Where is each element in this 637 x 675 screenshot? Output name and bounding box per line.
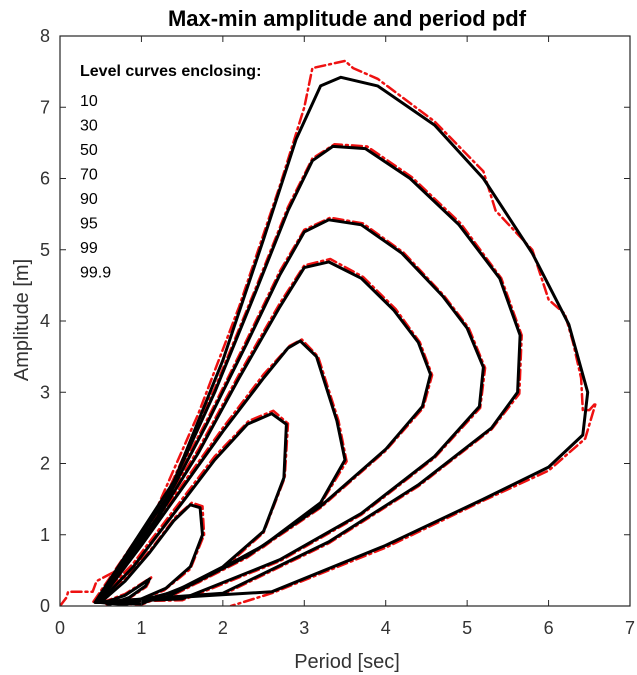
legend-level-95: 95 — [80, 216, 98, 233]
x-axis-label: Period [sec] — [294, 651, 400, 673]
legend-level-70: 70 — [80, 167, 98, 184]
legend-title: Level curves enclosing: — [80, 63, 261, 80]
y-tick-label: 7 — [40, 97, 50, 117]
y-tick-label: 1 — [40, 525, 50, 545]
level-curve-99-9 — [93, 75, 590, 604]
y-axis-label: Amplitude [m] — [11, 259, 33, 381]
y-tick-label: 6 — [40, 169, 50, 189]
level-curve-30 — [99, 503, 204, 604]
legend-level-90: 90 — [80, 191, 98, 208]
chart-title: Max-min amplitude and period pdf — [168, 6, 527, 31]
legend-level-10: 10 — [80, 93, 98, 110]
level-curve-95 — [95, 218, 485, 604]
y-tick-label: 8 — [40, 26, 50, 46]
series-layer — [60, 59, 598, 606]
x-tick-label: 3 — [299, 618, 309, 638]
empirical-curve-70 — [94, 338, 348, 606]
x-tick-label: 2 — [218, 618, 228, 638]
x-tick-label: 1 — [136, 618, 146, 638]
y-tick-label: 3 — [40, 382, 50, 402]
y-tick-label: 2 — [40, 454, 50, 474]
legend-level-99-9: 99.9 — [80, 265, 111, 282]
x-tick-label: 6 — [544, 618, 554, 638]
x-tick-label: 7 — [625, 618, 635, 638]
legend-level-30: 30 — [80, 118, 98, 135]
y-tick-label: 4 — [40, 311, 50, 331]
level-curve-99 — [94, 144, 522, 604]
legend: Level curves enclosing: 10 30 50 70 90 95 99 99… — [80, 63, 261, 282]
x-tick-label: 5 — [462, 618, 472, 638]
x-tick-label: 0 — [55, 618, 65, 638]
y-tick-label: 0 — [40, 596, 50, 616]
x-tick-label: 4 — [381, 618, 391, 638]
y-tick-label: 5 — [40, 240, 50, 260]
level-curve-90 — [96, 260, 432, 604]
legend-level-99: 99 — [80, 240, 98, 257]
legend-level-50: 50 — [80, 142, 98, 159]
